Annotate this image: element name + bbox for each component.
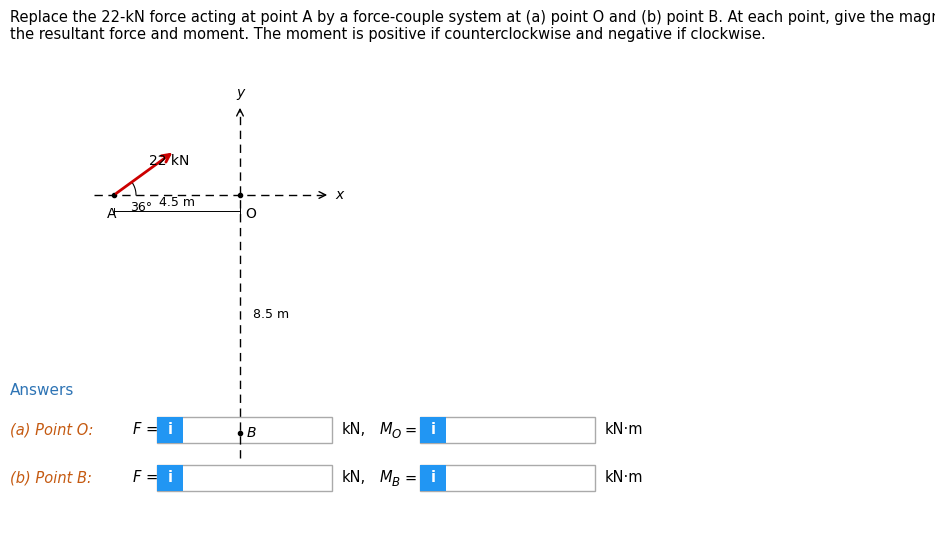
Text: Answers: Answers — [10, 383, 75, 398]
Text: i: i — [167, 471, 172, 485]
Text: the resultant force and moment. The moment is positive if counterclockwise and n: the resultant force and moment. The mome… — [10, 27, 766, 42]
Text: A: A — [108, 207, 117, 221]
Text: 36°: 36° — [130, 201, 152, 214]
Text: kN·m: kN·m — [605, 422, 643, 437]
Text: kN,: kN, — [342, 422, 367, 437]
Text: kN·m: kN·m — [605, 471, 643, 485]
Bar — [157, 465, 332, 491]
Text: Replace the 22-kN force acting at point A by a force-couple system at (a) point : Replace the 22-kN force acting at point … — [10, 10, 935, 25]
Text: (a) Point O:: (a) Point O: — [10, 422, 94, 437]
Text: =: = — [404, 471, 416, 485]
Text: 8.5 m: 8.5 m — [253, 308, 289, 321]
Text: O: O — [392, 428, 401, 442]
Text: B: B — [392, 477, 400, 490]
Bar — [420, 465, 595, 491]
Text: x: x — [335, 188, 343, 202]
Text: y: y — [236, 86, 244, 100]
Bar — [420, 465, 446, 491]
Bar — [420, 417, 595, 443]
Text: i: i — [430, 471, 436, 485]
Bar — [420, 417, 446, 443]
Text: F =: F = — [133, 471, 158, 485]
Text: F =: F = — [133, 422, 158, 437]
Text: =: = — [404, 422, 416, 437]
Text: O: O — [245, 207, 256, 221]
Text: M: M — [380, 471, 393, 485]
Bar — [157, 417, 332, 443]
Text: B: B — [247, 426, 256, 440]
Bar — [157, 417, 183, 443]
Text: (b) Point B:: (b) Point B: — [10, 471, 92, 485]
Text: 4.5 m: 4.5 m — [159, 196, 195, 209]
Text: kN,: kN, — [342, 471, 367, 485]
Bar — [157, 465, 183, 491]
Text: i: i — [167, 422, 172, 437]
Text: M: M — [380, 422, 393, 437]
Text: i: i — [430, 422, 436, 437]
Text: 22 kN: 22 kN — [150, 154, 190, 168]
